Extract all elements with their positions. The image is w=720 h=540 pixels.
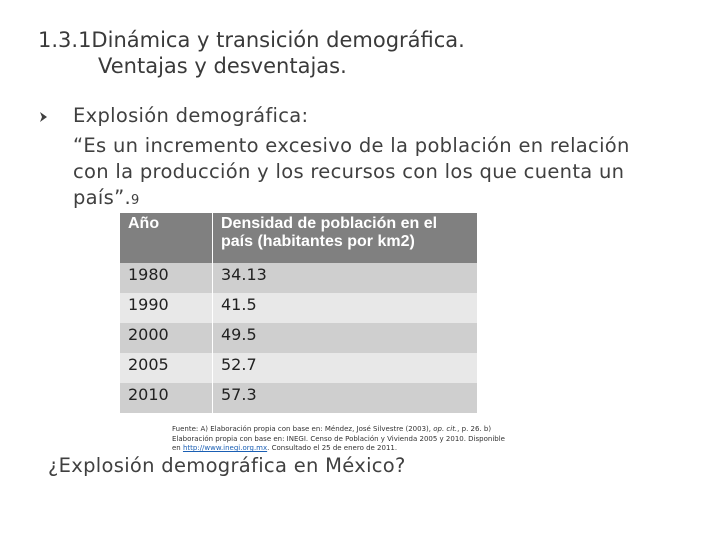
bullet-line: Explosión demográfica: [73, 104, 309, 127]
table-cell: 2005 [120, 353, 213, 383]
table-cell: 57.3 [212, 383, 478, 413]
table-cell: 52.7 [212, 353, 478, 383]
text: Elaboración propia con base en: INEGI. C… [172, 434, 505, 443]
bullet-icon [40, 112, 47, 122]
source-line: Elaboración propia con base en: INEGI. C… [172, 435, 505, 445]
text: , p. 26. b) [457, 425, 492, 433]
table-cell: 41.5 [212, 293, 478, 323]
table-row: 1980 34.13 [120, 263, 478, 293]
table-cell: 1980 [120, 263, 213, 293]
bullet-line: con la producción y los recursos con los… [73, 160, 625, 183]
link[interactable]: http://www.inegi.org.mx [182, 444, 268, 452]
title-line: 1.3.1Dinámica y transición demográfica. [38, 28, 465, 52]
text: op. cit. [433, 425, 458, 433]
table-row: 2010 57.3 [120, 383, 478, 413]
table-row: 2005 52.7 [120, 353, 478, 383]
table-cell: 34.13 [212, 263, 478, 293]
footnote-mark: 9 [131, 193, 140, 208]
text: en [172, 444, 183, 452]
table-row: 1990 41.5 [120, 293, 478, 323]
bullet-line: país”.9 [73, 186, 140, 209]
text: Fuente: A) Elaboración propia con base e… [172, 425, 434, 433]
header-cell: Año [120, 213, 213, 263]
table: Año Densidad de población en el país (ha… [120, 213, 478, 413]
question: ¿Explosión demográfica en México? [48, 454, 406, 477]
source-line: Fuente: A) Elaboración propia con base e… [172, 425, 505, 435]
text: país”. [73, 186, 132, 209]
header-cell: Densidad de población en el país (habita… [212, 213, 478, 263]
table-cell: 49.5 [212, 323, 478, 353]
table-row: 2000 49.5 [120, 323, 478, 353]
source-line: en http://www.inegi.org.mx. Consultado e… [172, 444, 505, 454]
bullet-line: “Es un incremento excesivo de la poblaci… [73, 134, 630, 157]
table-cell: 1990 [120, 293, 213, 323]
table-cell: 2000 [120, 323, 213, 353]
text: . Consultado el 25 de enero de 2011. [267, 444, 398, 452]
title-line: Ventajas y desventajas. [98, 54, 347, 78]
table-cell: 2010 [120, 383, 213, 413]
source-note: Fuente: A) Elaboración propia con base e… [172, 425, 505, 454]
